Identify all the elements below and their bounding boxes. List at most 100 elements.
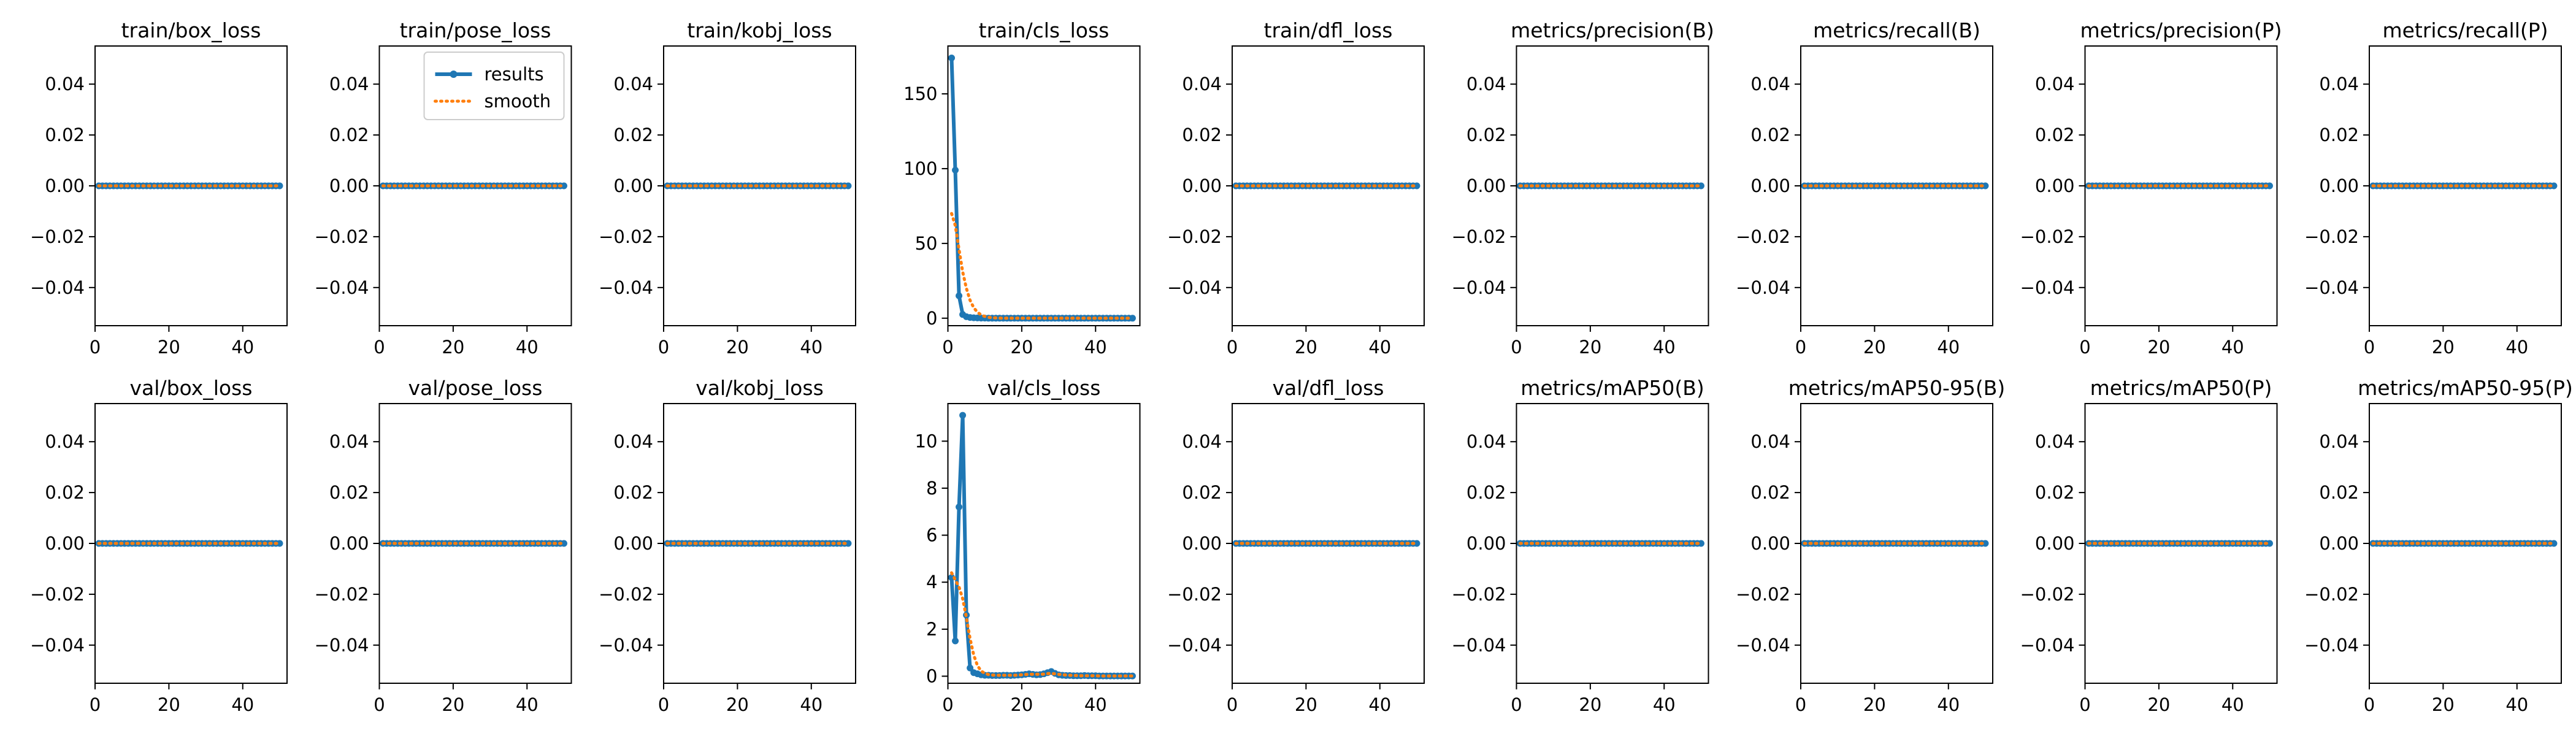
axes-frame	[1800, 45, 1993, 326]
x-tick-label: 40	[800, 337, 822, 358]
x-tick-label: 0	[2079, 694, 2090, 715]
x-tick-label: 20	[1863, 337, 1886, 358]
x-tick-label: 40	[800, 694, 822, 715]
panel-train-pose-loss: train/pose_loss −0.04 −0.02 0.00 0.02 0.04 0 20…	[315, 18, 572, 358]
y-tick-label: 0.04	[2035, 74, 2075, 94]
axes-frame	[947, 45, 1141, 326]
legend-results-marker	[450, 71, 458, 78]
y-tick-label: 0.02	[45, 482, 85, 503]
y-tick-label: 0.04	[2035, 431, 2075, 452]
y-tick-label: 0.04	[2319, 74, 2359, 94]
x-tick-label: 40	[2221, 694, 2244, 715]
y-tick-label: 0.00	[2319, 533, 2359, 554]
series-results-point	[1413, 182, 1420, 190]
y-tick-label: −0.02	[30, 226, 85, 247]
y-tick-label: 100	[903, 158, 937, 179]
y-tick-label: 0.02	[1182, 125, 1222, 145]
x-tick-label: 0	[90, 337, 101, 358]
y-tick-label: −0.02	[2020, 584, 2075, 605]
series-results-point	[560, 182, 567, 190]
x-tick-label: 20	[1010, 337, 1033, 358]
y-tick-label: −0.02	[1167, 226, 1222, 247]
series-smooth-line	[950, 212, 1134, 320]
y-tick-label: −0.04	[2020, 635, 2075, 656]
y-tick-label: 0.02	[329, 125, 369, 145]
x-tick-label: 20	[442, 337, 464, 358]
panel-train-dfl-loss: train/dfl_loss −0.04 −0.02 0.00 0.02 0.04 0 20 4…	[1167, 18, 1425, 358]
panel-train-box-loss: train/box_loss −0.04 −0.02 0.00 0.02 0.04 0 20 4…	[30, 18, 288, 358]
x-tick-label: 0	[658, 337, 669, 358]
axes-frame	[94, 45, 288, 326]
axes-frame	[378, 403, 572, 684]
y-tick-label: 0.04	[1750, 431, 1790, 452]
x-tick-label: 20	[1579, 694, 1601, 715]
x-tick-label: 0	[374, 694, 385, 715]
panel-title: metrics/mAP50-95(B)	[1788, 376, 2005, 400]
panel-title: metrics/precision(P)	[2080, 18, 2282, 42]
panel-metrics-precision-b: metrics/precision(B) −0.04 −0.02 0.00 0.02 0.…	[1452, 18, 1714, 358]
y-tick-label: −0.02	[30, 584, 85, 605]
x-tick-label: 0	[1511, 337, 1522, 358]
x-tick-label: 40	[1084, 337, 1107, 358]
x-tick-label: 20	[1295, 337, 1317, 358]
y-tick-label: 0.02	[2319, 125, 2359, 145]
x-tick-label: 0	[2364, 694, 2375, 715]
y-tick-label: −0.04	[1452, 277, 1506, 298]
y-tick-label: 0.00	[2319, 175, 2359, 196]
series-results-point	[845, 182, 852, 190]
panel-val-kobj-loss: val/kobj_loss −0.04 −0.02 0.00 0.02 0.04 0 20 40	[599, 376, 856, 715]
x-tick-label: 20	[1295, 694, 1317, 715]
x-tick-label: 40	[516, 337, 539, 358]
x-tick-label: 0	[942, 694, 953, 715]
legend-smooth-label: smooth	[485, 91, 551, 112]
y-tick-label: 0.00	[45, 175, 85, 196]
axes-frame	[2084, 45, 2278, 326]
x-tick-label: 20	[158, 694, 180, 715]
axes-frame	[663, 403, 856, 684]
axes-frame	[947, 403, 1141, 684]
series-results-point	[845, 540, 852, 547]
y-tick-label: 0.00	[1750, 175, 1790, 196]
x-tick-label: 40	[231, 694, 254, 715]
x-tick-label: 40	[516, 694, 539, 715]
y-tick-label: 4	[926, 572, 937, 592]
y-tick-label: 0.04	[1466, 74, 1506, 94]
panel-val-dfl-loss: val/dfl_loss −0.04 −0.02 0.00 0.02 0.04 0 20 40	[1167, 376, 1425, 715]
x-tick-label: 0	[658, 694, 669, 715]
axes-frame	[1800, 403, 1993, 684]
y-tick-label: 0.04	[2319, 431, 2359, 452]
x-tick-label: 0	[1227, 337, 1238, 358]
panel-title: val/kobj_loss	[696, 376, 824, 400]
panel-title: val/box_loss	[130, 376, 253, 400]
panel-val-box-loss: val/box_loss −0.04 −0.02 0.00 0.02 0.04 0 20 40	[30, 376, 288, 715]
x-tick-label: 40	[1084, 694, 1107, 715]
x-tick-label: 40	[1368, 694, 1391, 715]
y-tick-label: 2	[926, 619, 937, 640]
series-results-point	[2550, 182, 2558, 190]
y-tick-label: 0.00	[1182, 175, 1222, 196]
y-tick-label: −0.04	[1736, 635, 1790, 656]
legend: results smooth	[423, 52, 565, 120]
axes-frame	[1232, 45, 1425, 326]
y-tick-label: 0.00	[1466, 533, 1506, 554]
y-tick-label: 0.00	[613, 533, 653, 554]
x-tick-label: 0	[942, 337, 953, 358]
x-tick-label: 40	[1653, 337, 1676, 358]
x-tick-label: 0	[1511, 694, 1522, 715]
series-results-point	[1413, 540, 1420, 547]
y-tick-label: 0.02	[1750, 125, 1790, 145]
y-tick-label: −0.02	[2020, 226, 2075, 247]
panel-train-cls-loss: train/cls_loss 0 50 100 150 0 20 40	[903, 18, 1141, 358]
x-tick-label: 0	[2364, 337, 2375, 358]
x-tick-label: 20	[2432, 337, 2455, 358]
series-results-point	[956, 292, 963, 299]
y-tick-label: −0.04	[599, 277, 653, 298]
y-tick-label: 0.04	[329, 74, 369, 94]
y-tick-label: 0.04	[1466, 431, 1506, 452]
axes-frame	[94, 403, 288, 684]
y-tick-label: −0.02	[1452, 584, 1506, 605]
y-tick-label: 0.00	[1182, 533, 1222, 554]
panel-metrics-map50-95-b: metrics/mAP50-95(B) −0.04 −0.02 0.00 0.02 0.0…	[1736, 376, 2005, 715]
panel-title: metrics/recall(B)	[1813, 18, 1980, 42]
